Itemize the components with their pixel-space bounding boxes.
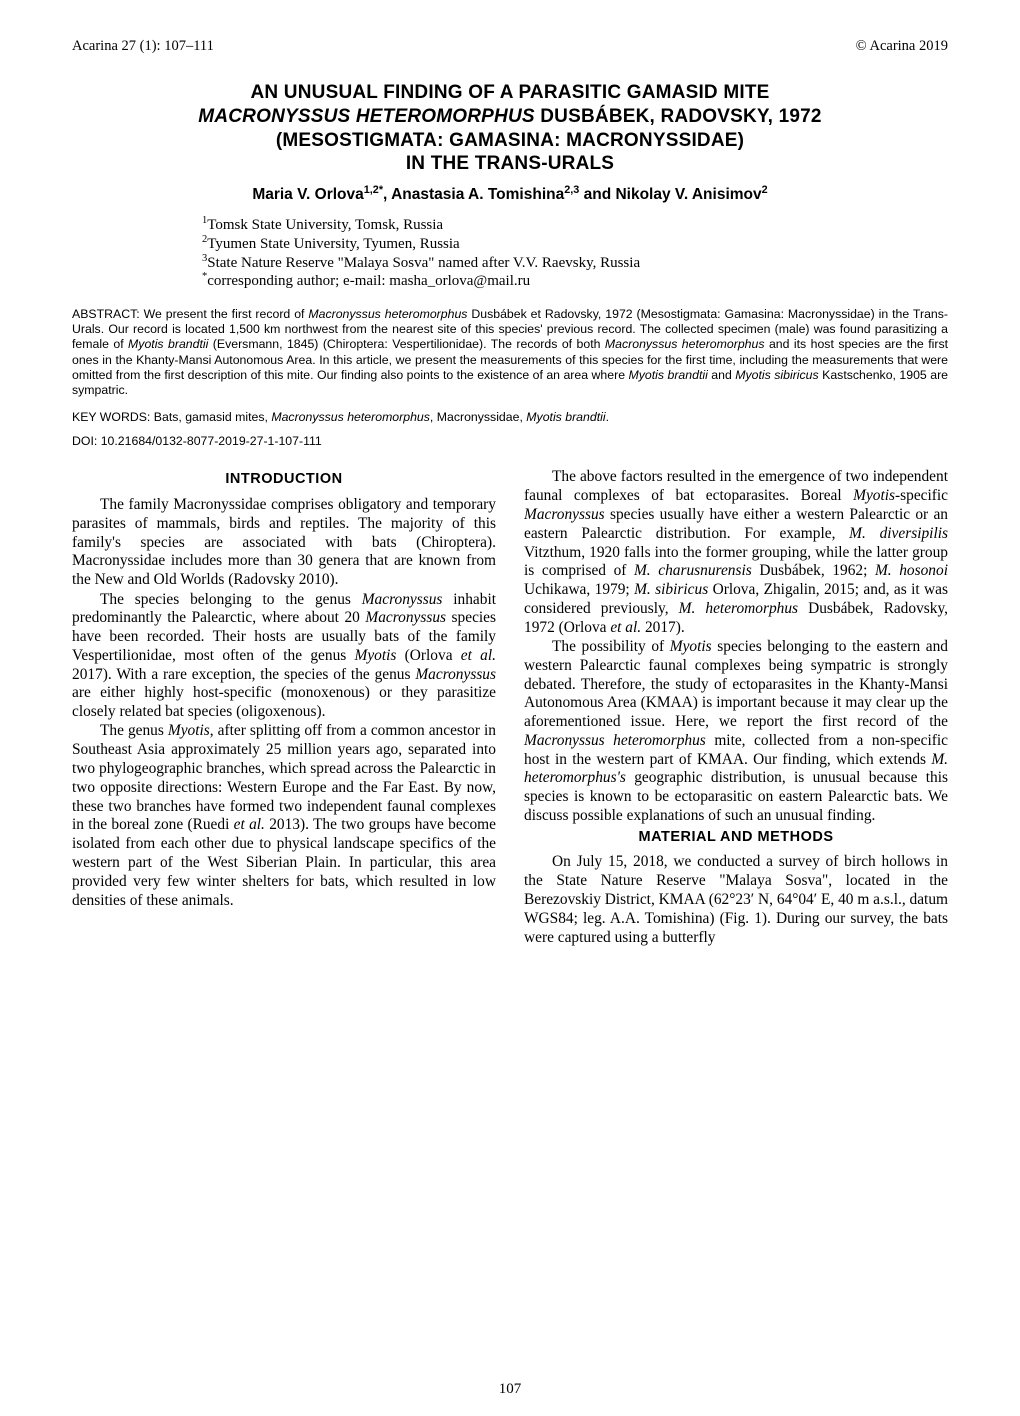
- paragraph: The above factors resulted in the emerge…: [524, 468, 948, 637]
- corresponding-author: *corresponding author; e-mail: masha_orl…: [202, 272, 948, 291]
- doi-value: 10.21684/0132-8077-2019-27-1-107-111: [101, 434, 322, 448]
- author-3: and Nikolay V. Anisimov: [579, 186, 761, 203]
- paragraph: The possibility of Myotis species belong…: [524, 638, 948, 826]
- affiliation-1: 1Tomsk State University, Tomsk, Russia: [202, 216, 948, 235]
- author-2-affil-sup: 2,3: [564, 184, 579, 196]
- keywords-label: KEY WORDS:: [72, 410, 154, 424]
- title-species-name: MACRONYSSUS HETEROMORPHUS: [198, 106, 534, 127]
- article-title: AN UNUSUAL FINDING OF A PARASITIC GAMASI…: [72, 81, 948, 176]
- doi: DOI: 10.21684/0132-8077-2019-27-1-107-11…: [72, 434, 948, 448]
- affiliation-2: 2Tyumen State University, Tyumen, Russia: [202, 235, 948, 254]
- title-line-1: AN UNUSUAL FINDING OF A PARASITIC GAMASI…: [72, 81, 948, 105]
- title-line-2-rest: DUSBÁBEK, RADOVSKY, 1972: [535, 106, 822, 127]
- page-number: 107: [0, 1381, 1020, 1398]
- title-line-2: MACRONYSSUS HETEROMORPHUS DUSBÁBEK, RADO…: [72, 105, 948, 129]
- paragraph: On July 15, 2018, we conducted a survey …: [524, 853, 948, 947]
- keywords-text: Bats, gamasid mites, Macronyssus heterom…: [154, 410, 609, 424]
- section-heading-introduction: INTRODUCTION: [72, 471, 496, 489]
- journal-citation: Acarina 27 (1): 107–111: [72, 38, 214, 55]
- author-2: , Anastasia A. Tomishina: [383, 186, 564, 203]
- abstract: ABSTRACT: We present the first record of…: [72, 307, 948, 398]
- paragraph: The species belonging to the genus Macro…: [72, 591, 496, 722]
- paragraph: The genus Myotis, after splitting off fr…: [72, 722, 496, 910]
- copyright: © Acarina 2019: [856, 38, 948, 55]
- title-line-3: (MESOSTIGMATA: GAMASINA: MACRONYSSIDAE): [72, 129, 948, 153]
- author-1-affil-sup: 1,2*: [364, 184, 383, 196]
- author-1: Maria V. Orlova: [252, 186, 363, 203]
- author-3-affil-sup: 2: [762, 184, 768, 196]
- section-heading-material-methods: MATERIAL AND METHODS: [524, 829, 948, 847]
- affiliation-3: 3State Nature Reserve "Malaya Sosva" nam…: [202, 254, 948, 273]
- affiliations: 1Tomsk State University, Tomsk, Russia 2…: [202, 216, 948, 291]
- author-list: Maria V. Orlova1,2*, Anastasia A. Tomish…: [72, 186, 948, 204]
- abstract-label: ABSTRACT:: [72, 307, 144, 321]
- abstract-text: We present the first record of Macronyss…: [72, 307, 948, 397]
- body-columns: INTRODUCTION The family Macronyssidae co…: [72, 468, 948, 947]
- paragraph: The family Macronyssidae comprises oblig…: [72, 496, 496, 590]
- doi-label: DOI:: [72, 434, 101, 448]
- running-header: Acarina 27 (1): 107–111 © Acarina 2019: [72, 38, 948, 55]
- keywords: KEY WORDS: Bats, gamasid mites, Macronys…: [72, 410, 948, 424]
- title-line-4: IN THE TRANS-URALS: [72, 152, 948, 176]
